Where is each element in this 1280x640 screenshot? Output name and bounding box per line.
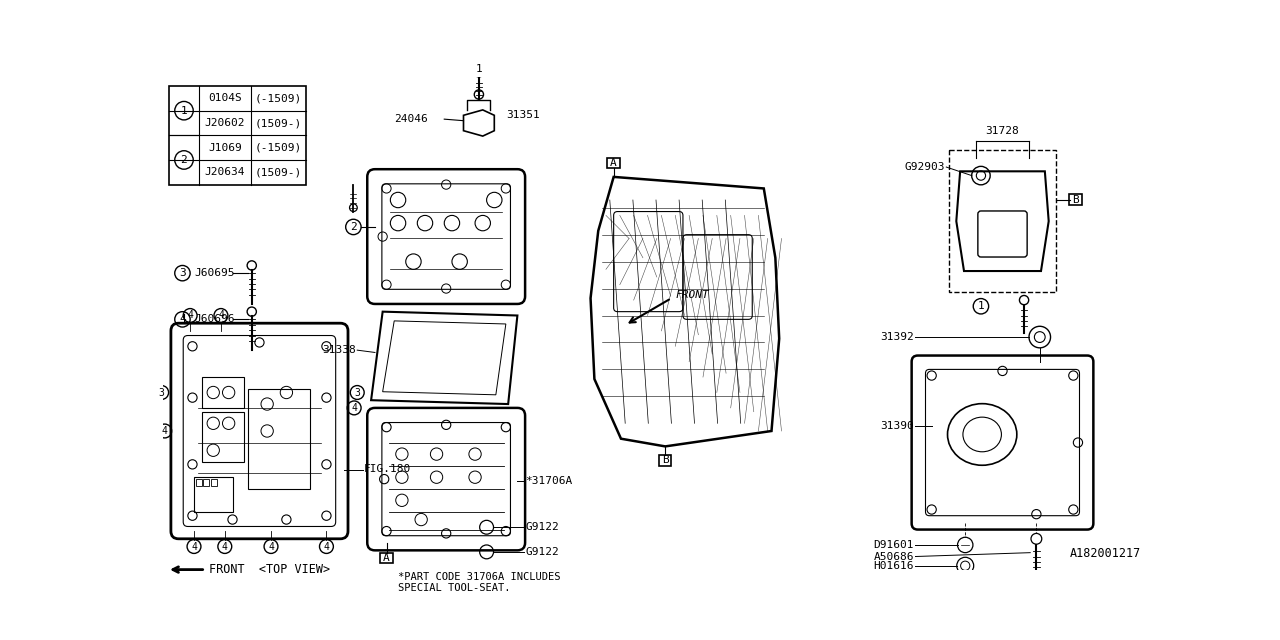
Text: 31392: 31392 (881, 332, 914, 342)
Text: G9122: G9122 (525, 547, 559, 557)
Text: (-1509): (-1509) (255, 93, 302, 103)
Text: G9122: G9122 (525, 522, 559, 532)
Text: J20602: J20602 (205, 118, 244, 128)
Text: J20634: J20634 (205, 167, 244, 177)
Bar (169, 86, 306, 184)
Text: D91601: D91601 (873, 540, 914, 550)
Text: B: B (662, 455, 668, 465)
Bar (659, 455, 672, 466)
Bar (195, 477, 233, 512)
Text: 0104S: 0104S (207, 93, 242, 103)
Bar (1070, 195, 1082, 205)
Text: 1: 1 (180, 106, 187, 116)
Text: H01616: H01616 (873, 561, 914, 571)
Text: A: A (611, 158, 617, 168)
Text: FRONT: FRONT (676, 291, 709, 301)
Text: FRONT  <TOP VIEW>: FRONT <TOP VIEW> (210, 563, 330, 576)
Text: 3: 3 (159, 387, 165, 397)
Text: 4: 4 (161, 426, 168, 436)
Text: 4: 4 (268, 541, 274, 552)
Bar (248, 388, 310, 489)
Bar (380, 553, 393, 563)
Text: 1: 1 (476, 64, 483, 74)
Text: A: A (383, 553, 390, 563)
Text: A50686: A50686 (873, 552, 914, 561)
Bar (202, 377, 244, 408)
Text: 31728: 31728 (986, 125, 1019, 136)
Text: FIG.180: FIG.180 (364, 465, 411, 474)
Text: J60696: J60696 (195, 314, 234, 324)
Text: G92903: G92903 (904, 162, 945, 172)
Text: 24046: 24046 (394, 114, 428, 124)
Text: 31351: 31351 (506, 110, 540, 120)
Text: 4: 4 (187, 310, 193, 321)
Text: 4: 4 (191, 541, 197, 552)
Text: SPECIAL TOOL-SEAT.: SPECIAL TOOL-SEAT. (398, 582, 511, 593)
Bar (204, 479, 210, 486)
Text: 31338: 31338 (323, 345, 356, 355)
Bar (202, 412, 244, 462)
Text: 31390: 31390 (881, 421, 914, 431)
Bar (608, 157, 620, 168)
Text: *PART CODE 31706A INCLUDES: *PART CODE 31706A INCLUDES (398, 572, 561, 582)
Text: 4: 4 (351, 403, 357, 413)
Text: B: B (1073, 195, 1079, 205)
Text: 2: 2 (180, 155, 187, 165)
Text: 4: 4 (179, 314, 186, 324)
Text: 2: 2 (349, 222, 357, 232)
Text: A182001217: A182001217 (1070, 547, 1140, 561)
Text: 1: 1 (978, 301, 984, 311)
Text: J60695: J60695 (195, 268, 234, 278)
Text: (1509-): (1509-) (255, 167, 302, 177)
Text: 3: 3 (355, 387, 360, 397)
Bar (948, 150, 1056, 292)
Text: (-1509): (-1509) (255, 143, 302, 152)
Text: 3: 3 (179, 268, 186, 278)
Text: J1069: J1069 (207, 143, 242, 152)
Bar (196, 479, 202, 486)
Text: 4: 4 (324, 541, 329, 552)
Text: *31706A: *31706A (525, 476, 572, 486)
Text: 4: 4 (221, 541, 228, 552)
Text: 4: 4 (218, 310, 224, 321)
Text: (1509-): (1509-) (255, 118, 302, 128)
Bar (211, 479, 218, 486)
